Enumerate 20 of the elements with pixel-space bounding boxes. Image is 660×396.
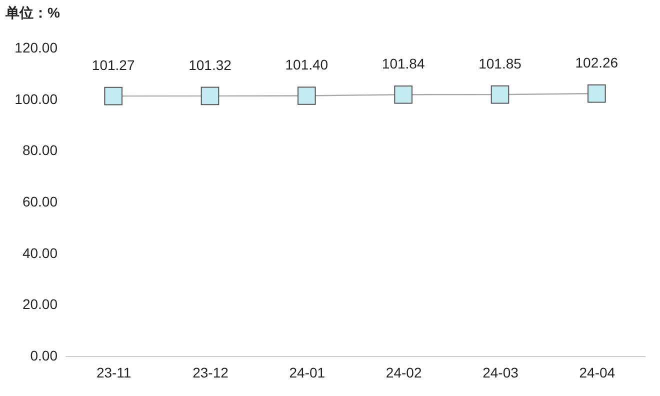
text: 101.32 <box>188 56 232 73</box>
y-tick-label: 60.00 <box>22 194 58 210</box>
text: 101.40 <box>285 56 328 73</box>
x-tick-label: 24-02 <box>386 364 422 380</box>
y-axis-title: 单位：% <box>4 4 60 20</box>
y-tick-label: 40.00 <box>22 244 58 261</box>
text: 101.27 <box>92 57 135 74</box>
y-tick-label: 120.00 <box>14 40 58 56</box>
text: 101.85 <box>478 56 522 72</box>
x-tick-label: 24-04 <box>579 364 616 380</box>
text: 101.84 <box>382 56 425 72</box>
y-tick-label: 20.00 <box>22 296 58 312</box>
y-tick-label: 100.00 <box>14 90 58 107</box>
y-tick-label: 0.00 <box>30 348 58 364</box>
x-tick-label: 24-01 <box>289 364 326 380</box>
x-tick-label: 24-03 <box>482 364 519 380</box>
text: 102.26 <box>575 54 618 71</box>
x-tick-label: 23-11 <box>96 364 132 380</box>
y-tick-label: 80.00 <box>22 142 58 158</box>
x-tick-label: 23-12 <box>192 364 229 380</box>
